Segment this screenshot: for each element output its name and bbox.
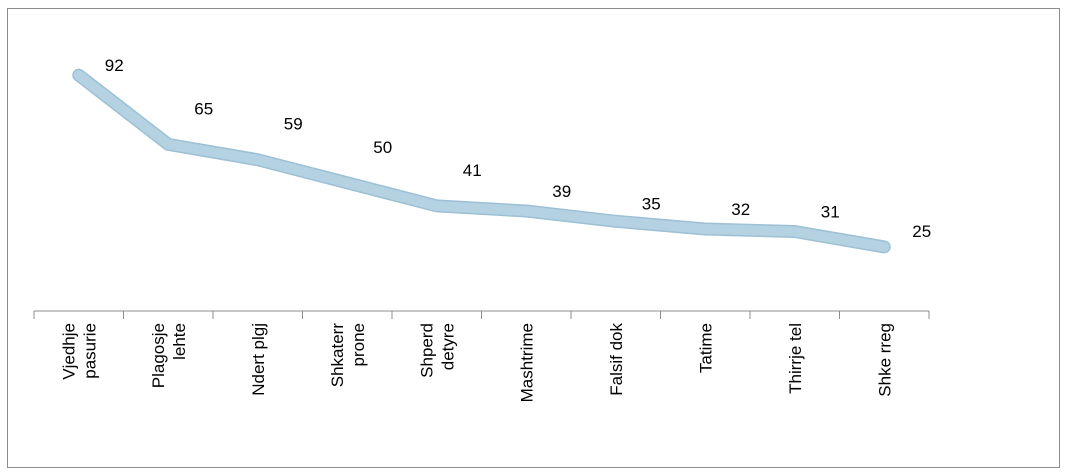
data-label: 35	[642, 194, 661, 213]
data-point	[252, 154, 263, 165]
data-point	[431, 200, 442, 211]
line-chart: Vjedhje pasurie Plagosje lehte Ndert plgj Shk…	[33, 56, 931, 402]
data-point	[700, 223, 711, 234]
x-tick-label: pasurie	[80, 323, 99, 379]
data-point	[163, 139, 174, 150]
data-label: 39	[552, 182, 571, 201]
x-tick-label: detyre	[438, 323, 457, 370]
data-point	[610, 216, 621, 227]
data-label: 41	[463, 161, 482, 180]
x-tick-label: Plagosje	[149, 323, 168, 388]
data-label: 59	[284, 115, 303, 134]
x-tick-label: lehte	[170, 323, 189, 360]
x-tick-label: Tatime	[696, 323, 715, 373]
data-point	[521, 206, 532, 217]
data-point	[73, 70, 84, 81]
data-point	[789, 226, 800, 237]
data-label: 92	[105, 56, 124, 75]
x-tick-label: Shperd	[417, 323, 436, 378]
x-tick-label: Thirrje tel	[786, 323, 805, 394]
x-tick-label: Shke rreg	[875, 323, 894, 397]
x-tick-label: prone	[349, 323, 368, 366]
data-point	[879, 241, 890, 252]
series-line	[73, 70, 890, 252]
x-tick-label: Mashtrime	[517, 323, 536, 402]
data-label: 32	[731, 200, 750, 219]
data-label: 65	[194, 99, 213, 118]
data-label: 31	[821, 203, 840, 222]
data-label: 50	[373, 138, 392, 157]
chart-frame: Vjedhje pasurie Plagosje lehte Ndert plgj Shk…	[7, 8, 1060, 468]
data-point	[342, 177, 353, 188]
data-label: 25	[912, 222, 931, 241]
x-tick-label: Shkaterr	[328, 323, 347, 388]
x-tick-label: Ndert plgj	[249, 323, 268, 396]
x-tick-label: Vjedhje	[59, 323, 78, 380]
x-tick-label: Falsif dok	[607, 323, 626, 396]
